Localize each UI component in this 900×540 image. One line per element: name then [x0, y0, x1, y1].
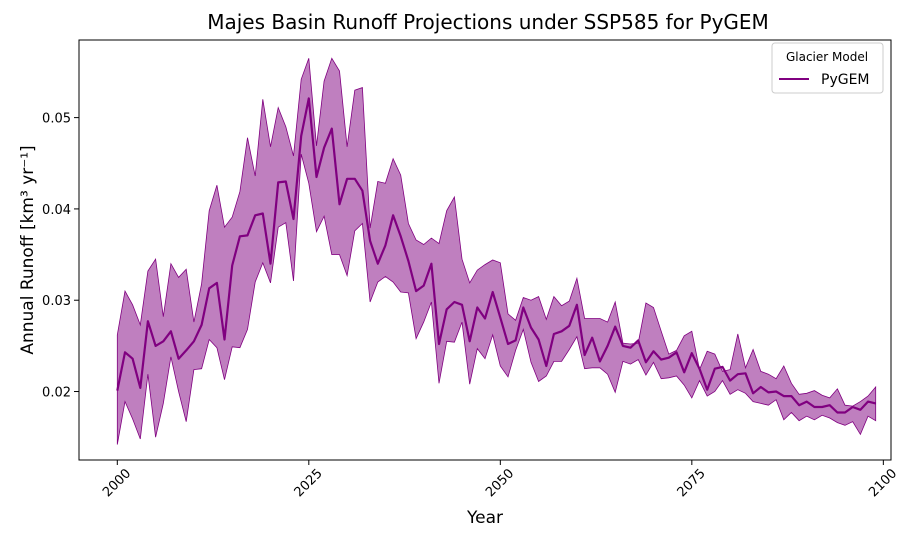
plot-frame — [78, 39, 892, 461]
y-axis: 0.02 0.03 0.04 0.05 — [42, 112, 79, 401]
plot-area — [116, 57, 877, 445]
legend-box — [771, 42, 884, 94]
y-tick-label: 0.03 — [42, 294, 71, 309]
chart-title: Majes Basin Runoff Projections under SSP… — [207, 10, 769, 34]
series-line-pygem — [116, 97, 876, 414]
y-tick-label: 0.05 — [42, 112, 71, 127]
y-tick-label: 0.02 — [42, 386, 71, 401]
legend-label-pygem: PyGEM — [821, 72, 870, 88]
y-tick-label: 0.04 — [42, 203, 71, 218]
y-axis-label: Annual Runoff [km³ yr⁻¹] — [18, 145, 38, 354]
uncertainty-band — [116, 57, 877, 445]
legend-title: Glacier Model — [786, 50, 868, 64]
legend: Glacier Model PyGEM — [771, 42, 884, 94]
x-axis-label: Year — [466, 508, 503, 528]
